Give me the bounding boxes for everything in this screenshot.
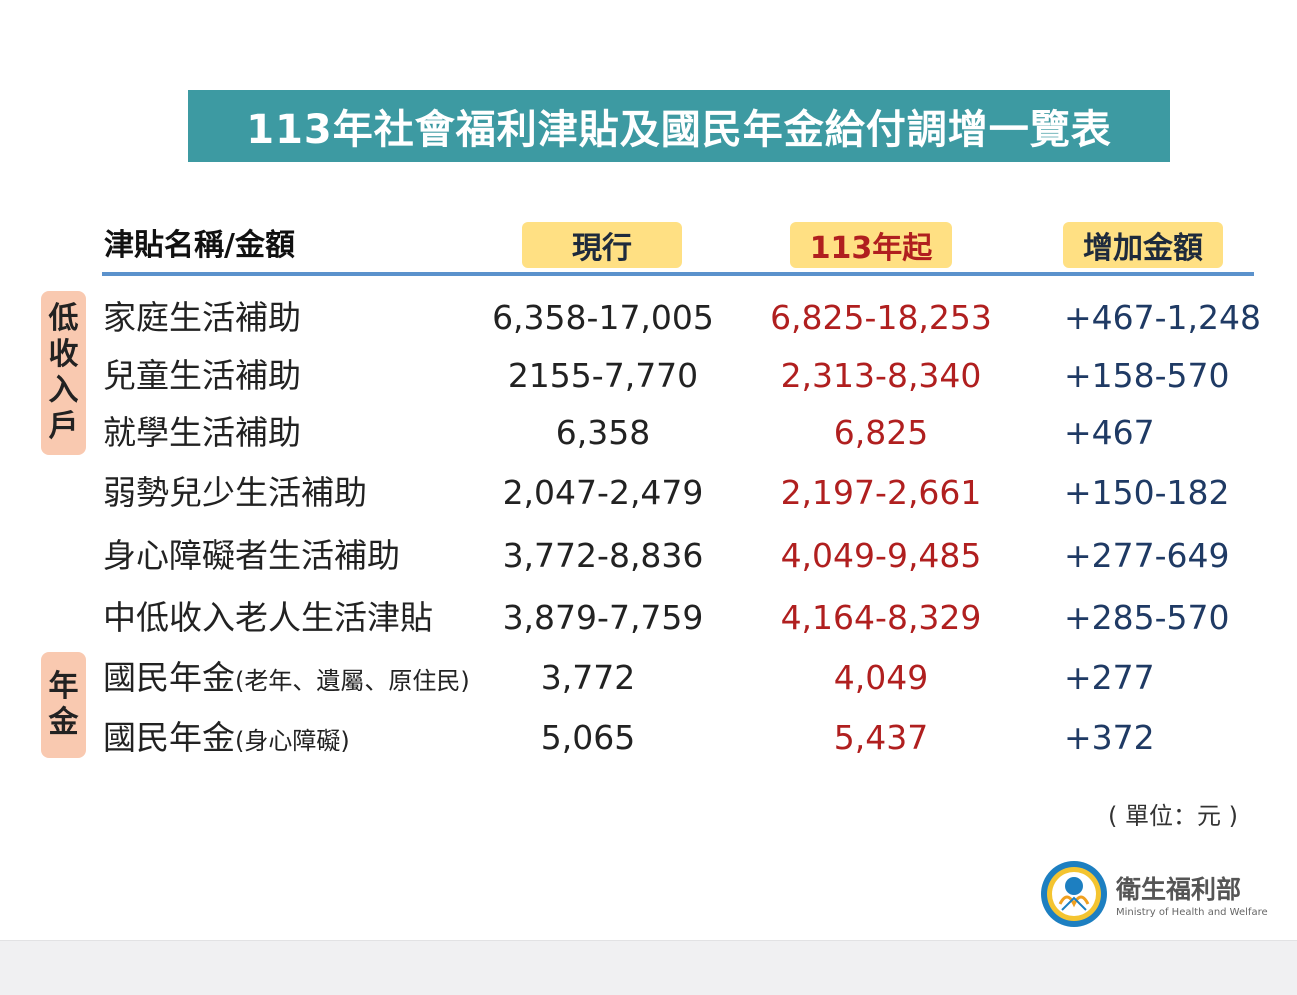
group-tag-char: 入 [48, 373, 79, 408]
row-new: 5,437 [833, 718, 929, 757]
group-tag-char: 金 [48, 705, 79, 740]
row-new: 6,825-18,253 [770, 298, 992, 337]
row-current: 2,047-2,479 [502, 473, 704, 512]
header-divider [102, 272, 1254, 276]
row-current: 6,358-17,005 [492, 298, 714, 337]
row-increase: +467-1,248 [1064, 298, 1262, 337]
group-tag-char: 年 [48, 669, 79, 704]
row-new: 2,313-8,340 [780, 356, 982, 395]
row-current: 5,065 [540, 718, 636, 757]
column-header-current: 現行 [522, 222, 682, 268]
row-name: 家庭生活補助 [103, 298, 301, 337]
row-increase: +277-649 [1064, 536, 1230, 575]
row-increase: +372 [1064, 718, 1155, 757]
group-tag-char: 戶 [48, 409, 79, 444]
column-header-name: 津貼名稱/金額 [104, 228, 295, 263]
row-new: 4,049-9,485 [780, 536, 982, 575]
row-increase: +285-570 [1064, 598, 1230, 637]
row-new: 4,049 [833, 658, 929, 697]
row-name: 就學生活補助 [103, 413, 301, 452]
group-tag-char: 收 [48, 337, 79, 372]
group-tag-char: 低 [48, 301, 79, 336]
row-name: 中低收入老人生活津貼 [103, 598, 433, 637]
row-current: 3,772-8,836 [502, 536, 704, 575]
row-name-sub: (身心障礙) [235, 727, 350, 755]
group-tag-pension: 年 金 [41, 652, 86, 758]
row-name: 國民年金(老年、遺屬、原住民) [103, 658, 470, 697]
row-increase: +158-570 [1064, 356, 1230, 395]
ministry-name-english: Ministry of Health and Welfare [1116, 907, 1268, 918]
row-new: 2,197-2,661 [780, 473, 982, 512]
row-new: 6,825 [833, 413, 929, 452]
ministry-emblem-icon [1041, 861, 1107, 927]
column-header-increase: 增加金額 [1063, 222, 1223, 268]
row-increase: +150-182 [1064, 473, 1230, 512]
row-name: 身心障礙者生活補助 [103, 536, 400, 575]
row-name-sub: (老年、遺屬、原住民) [235, 667, 470, 695]
row-current: 2155-7,770 [507, 356, 699, 395]
row-new: 4,164-8,329 [780, 598, 982, 637]
row-current: 3,772 [540, 658, 636, 697]
bottom-bar [0, 940, 1297, 995]
column-header-new: 113年起 [790, 222, 952, 268]
row-current: 6,358 [555, 413, 651, 452]
unit-note: ( 單位：元 ) [1108, 802, 1238, 830]
row-increase: +277 [1064, 658, 1155, 697]
row-name: 國民年金(身心障礙) [103, 718, 350, 757]
page-title: 113年社會福利津貼及國民年金給付調增一覽表 [188, 90, 1170, 162]
ministry-name: 衛生福利部 [1116, 875, 1242, 904]
row-increase: +467 [1064, 413, 1155, 452]
group-tag-low-income: 低 收 入 戶 [41, 291, 86, 455]
row-name: 弱勢兒少生活補助 [103, 473, 367, 512]
row-name: 兒童生活補助 [103, 356, 301, 395]
row-current: 3,879-7,759 [502, 598, 704, 637]
